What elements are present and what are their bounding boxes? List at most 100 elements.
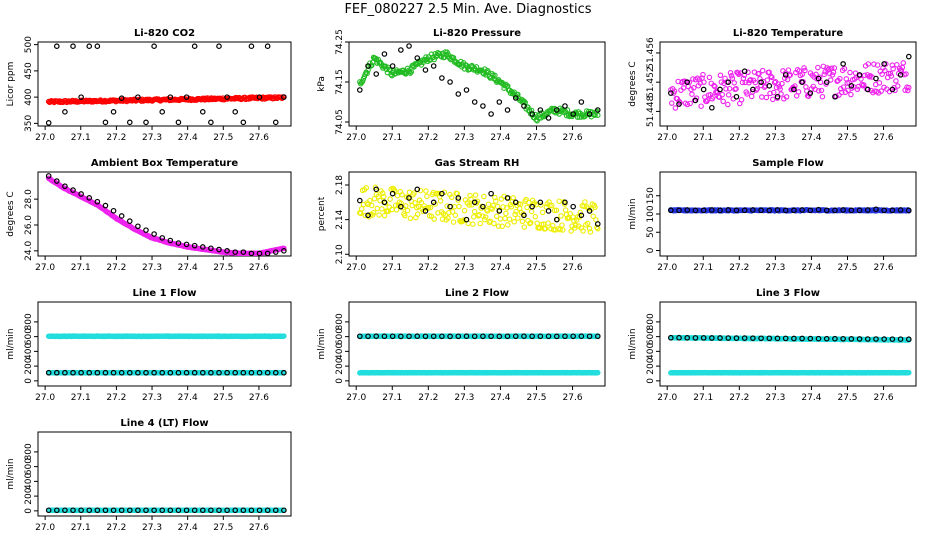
panel-rh: Gas Stream RH 27.0 27.1 27.2 27.3 27.4 27.5 27.…	[317, 158, 606, 273]
data-point	[70, 507, 76, 514]
data-point	[264, 43, 271, 50]
data-point	[854, 86, 861, 92]
data-point	[562, 333, 568, 340]
data-point	[807, 335, 814, 342]
data-point	[519, 218, 526, 225]
data-point	[45, 120, 52, 126]
data-point	[151, 507, 157, 514]
x-tick-label: 27.1	[382, 393, 402, 403]
data-point	[547, 202, 553, 209]
data-point	[358, 206, 365, 212]
data-point	[521, 224, 528, 230]
data-point	[700, 335, 707, 341]
data-point	[364, 70, 370, 77]
data-point	[159, 507, 166, 514]
data-point	[725, 335, 732, 341]
data-point	[866, 73, 873, 80]
data-point	[232, 369, 239, 376]
points-line1	[45, 333, 287, 376]
data-point	[425, 204, 432, 211]
data-point	[727, 70, 734, 76]
data-point	[240, 119, 247, 126]
data-point	[415, 203, 422, 210]
data-point	[741, 68, 748, 75]
data-point	[717, 335, 723, 341]
x-tick-label: 27.4	[801, 263, 821, 273]
data-point	[373, 186, 380, 193]
data-point	[592, 204, 598, 211]
data-point	[894, 62, 900, 68]
panel-title: Li-820 Pressure	[433, 28, 521, 39]
data-point	[545, 220, 551, 226]
data-point	[256, 250, 263, 256]
plot-frame	[659, 171, 917, 257]
data-point	[374, 205, 381, 212]
data-point	[832, 207, 838, 214]
data-point	[369, 202, 375, 209]
data-point	[684, 101, 691, 108]
data-point	[398, 47, 404, 53]
y-tick-label: 200	[646, 357, 656, 374]
data-point	[480, 333, 486, 340]
data-point	[224, 248, 230, 254]
data-point	[538, 202, 544, 208]
y-tick-label: 0	[335, 378, 345, 384]
data-point	[710, 94, 716, 100]
data-point	[431, 216, 437, 222]
data-point	[496, 99, 503, 105]
data-point	[264, 250, 271, 256]
data-point	[733, 335, 740, 341]
data-point	[423, 188, 429, 194]
panel-temp: Li-820 Temperature 27.0 27.1 27.2 27.3 27.4 27…	[628, 28, 917, 143]
data-point	[587, 229, 594, 235]
data-point	[562, 207, 569, 213]
data-point	[387, 196, 393, 202]
data-point	[777, 86, 783, 92]
data-point	[382, 63, 389, 70]
data-point	[821, 71, 828, 78]
data-point	[831, 65, 838, 71]
data-point	[379, 206, 385, 212]
data-point	[143, 227, 149, 233]
plot-frame	[37, 301, 292, 387]
y-tick-label: 400	[646, 343, 656, 360]
data-point	[248, 43, 255, 50]
x-tick-label: 27.4	[178, 263, 198, 273]
data-point	[590, 213, 596, 219]
data-point	[594, 333, 601, 340]
data-point	[515, 215, 521, 221]
data-point	[570, 333, 576, 340]
data-point	[498, 196, 505, 202]
data-point	[512, 95, 519, 101]
x-tick-label: 27.5	[526, 263, 546, 273]
data-point	[370, 210, 377, 216]
data-point	[774, 207, 781, 213]
y-tick-label: 26.0	[24, 215, 34, 235]
data-point	[770, 96, 776, 103]
points-pressure	[357, 43, 601, 124]
x-tick-label: 27.3	[142, 133, 162, 143]
data-point	[175, 119, 182, 126]
y-tick-label: 600	[24, 328, 34, 345]
data-point	[430, 189, 437, 196]
data-point	[512, 211, 518, 218]
data-point	[135, 507, 141, 514]
data-point	[418, 199, 425, 206]
data-point	[389, 333, 396, 340]
points-line3	[668, 334, 912, 376]
panel-sample: Sample Flow 27.0 27.1 27.2 27.3 27.4 27.5 27.6 0…	[628, 158, 917, 273]
data-point	[430, 199, 437, 206]
data-point	[723, 86, 729, 92]
data-point	[53, 178, 60, 184]
data-point	[151, 231, 157, 237]
data-point	[726, 85, 733, 92]
y-axis-label: ml/min	[628, 328, 638, 359]
data-point	[742, 79, 748, 86]
data-point	[159, 369, 166, 376]
data-point	[782, 335, 789, 342]
data-point	[586, 333, 593, 340]
data-point	[815, 88, 822, 94]
data-point	[542, 225, 549, 232]
y-axis-label: ml/min	[317, 328, 327, 359]
data-point	[799, 79, 805, 85]
